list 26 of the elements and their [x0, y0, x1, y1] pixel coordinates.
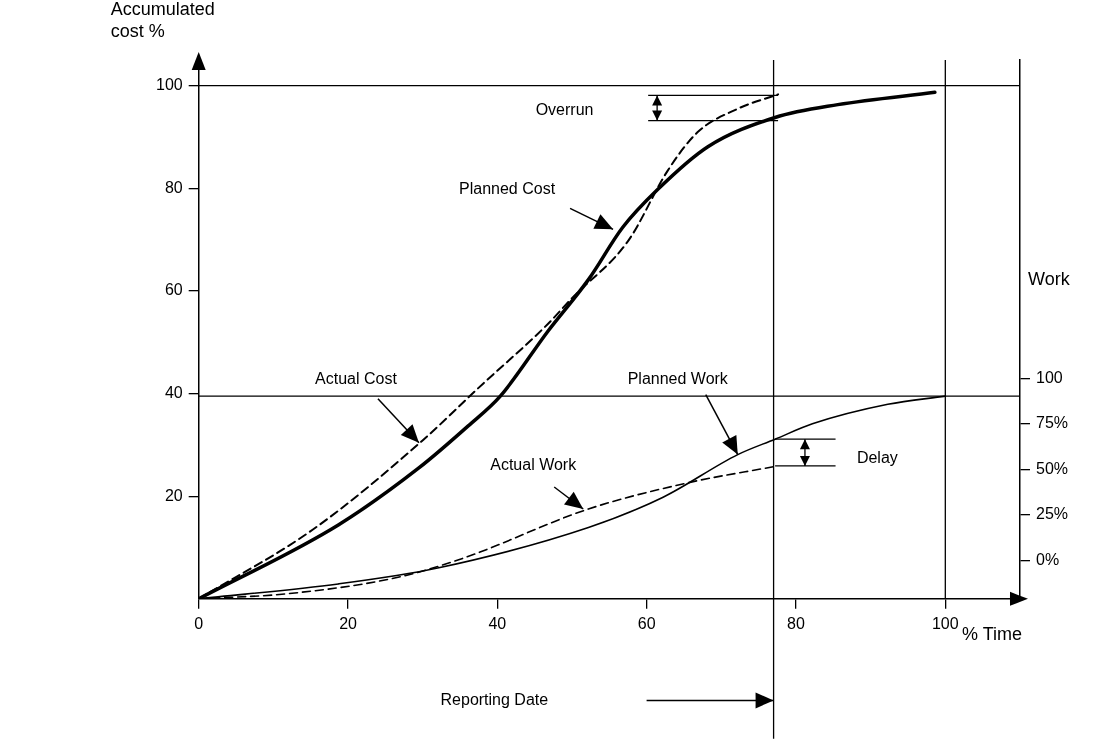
annotation: Overrun — [535, 100, 594, 118]
annotation: Delay — [856, 448, 898, 466]
x-tick-label: 20 — [339, 614, 358, 632]
annotation: Planned Cost — [459, 179, 556, 197]
x-tick-label: 80 — [787, 614, 805, 632]
y-tick-label: 20 — [164, 486, 183, 504]
y2-tick-label: 0% — [1035, 550, 1060, 568]
y-axis-title: Accumulated cost % — [110, 0, 215, 41]
text: Reporting Date — [440, 690, 549, 708]
y2-tick-label: 75% — [1035, 414, 1069, 432]
y2-tick-label: 100 — [1035, 368, 1063, 386]
annotation: Actual Work — [490, 456, 578, 474]
y-tick-label: 100 — [155, 76, 183, 94]
y-tick-label: 40 — [164, 383, 183, 401]
annotation: Actual Cost — [315, 370, 398, 388]
annotation: Planned Work — [627, 370, 729, 388]
x-tick-label: 60 — [637, 614, 656, 632]
y-tick-label: 80 — [164, 178, 183, 196]
y2-tick-label: 50% — [1035, 459, 1069, 477]
y-tick-label: 60 — [164, 281, 183, 299]
x-tick-label: 100 — [931, 614, 959, 632]
y2-tick-label: 25% — [1035, 505, 1069, 523]
x-tick-label: 0 — [194, 614, 204, 632]
y2-axis-title: Work — [1027, 268, 1071, 289]
x-tick-label: 40 — [488, 614, 507, 632]
x-axis-title: % Time — [961, 623, 1022, 644]
